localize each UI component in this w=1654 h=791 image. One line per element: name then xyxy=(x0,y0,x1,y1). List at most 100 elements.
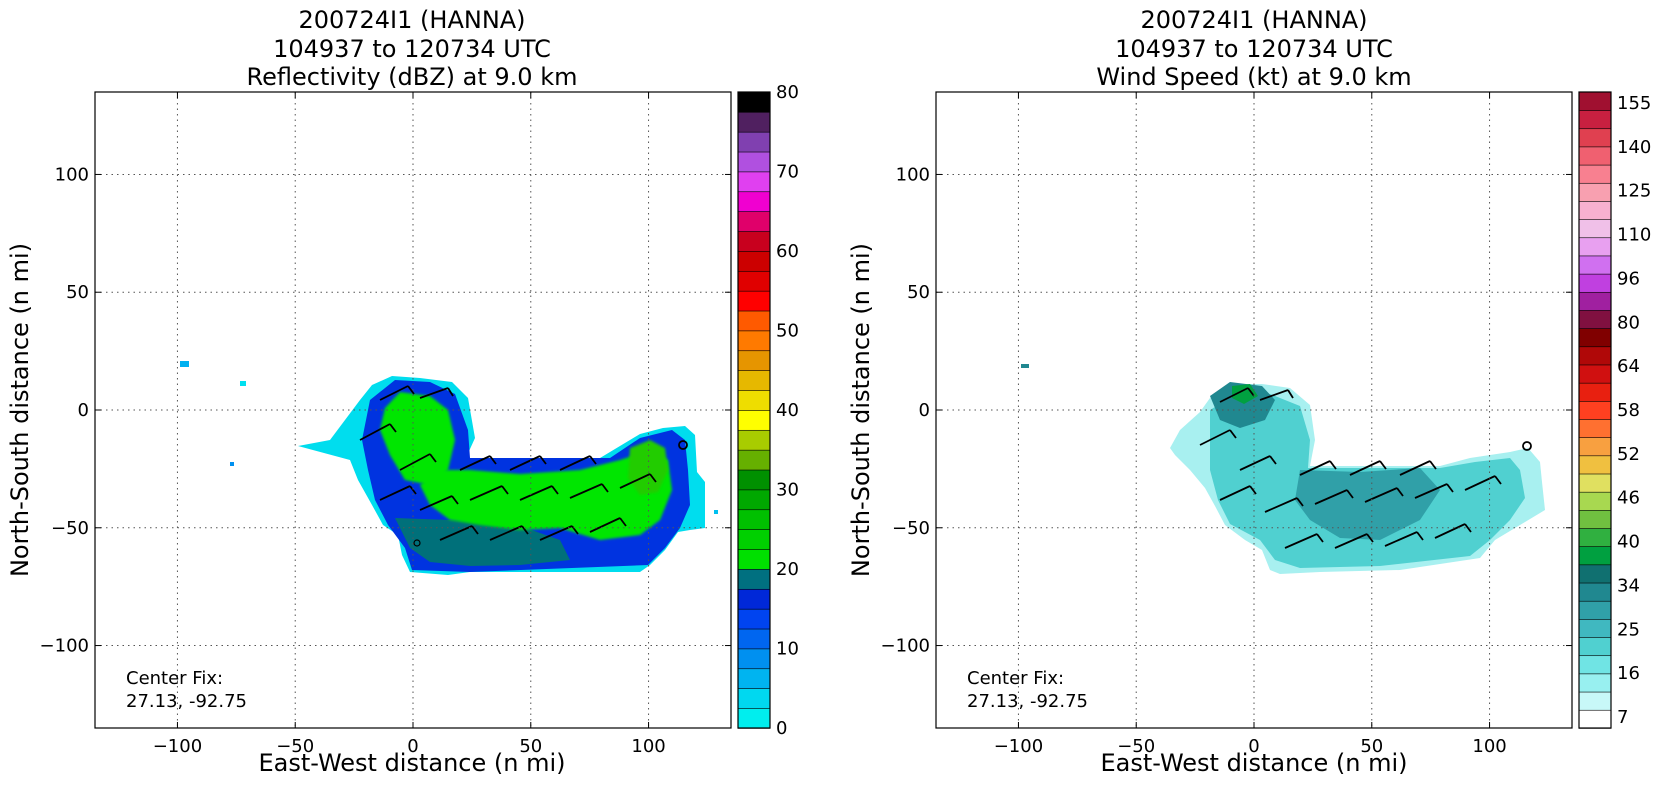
wind-speed-colorbar-swatch xyxy=(1578,400,1612,420)
reflectivity-colorbar-swatch xyxy=(737,369,771,391)
wind-speed-colorbar-swatch xyxy=(1578,382,1612,402)
reflectivity-colorbar-swatch xyxy=(737,409,771,431)
reflectivity-barb xyxy=(379,385,415,401)
reflectivity-colorbar-frame xyxy=(737,91,771,729)
wind-speed-colorbar-label: 7 xyxy=(1617,707,1628,728)
reflectivity-colorbar: 80 70 60 50 40 30 20 10 0 xyxy=(737,82,799,739)
reflectivity-colorbar-swatch xyxy=(737,151,771,173)
reflectivity-colorbar-swatch xyxy=(737,131,771,153)
wind-speed-colorbar-swatch xyxy=(1578,273,1612,293)
reflectivity-colorbar-swatch xyxy=(737,230,771,252)
reflectivity-barb xyxy=(399,453,437,471)
wind-speed-echo-teal-2 xyxy=(1295,468,1440,540)
wind-speed-colorbar-swatch xyxy=(1578,182,1612,202)
wind-speed-barb xyxy=(1259,389,1294,401)
reflectivity-center-fix-value: 27.13, -92.75 xyxy=(126,691,247,712)
wind-speed-axes: −100 −50 0 50 100 −100 −50 0 50 100 xyxy=(881,91,1573,757)
reflectivity-colorbar-swatch xyxy=(737,528,771,550)
reflectivity-x-tick-label: 50 xyxy=(519,736,542,757)
reflectivity-colorbar-swatch xyxy=(737,509,771,530)
wind-speed-y-axis-label: North-South distance (n mi) xyxy=(847,243,875,577)
reflectivity-colorbar-swatch xyxy=(737,250,771,272)
wind-speed-barb xyxy=(1219,387,1255,403)
wind-speed-colorbar-swatch xyxy=(1578,218,1612,239)
wind-speed-echo-teal xyxy=(1210,382,1275,428)
wind-speed-colorbar-label: 110 xyxy=(1617,225,1651,246)
reflectivity-barb xyxy=(619,473,657,489)
wind-speed-colorbar-swatch xyxy=(1578,564,1612,584)
reflectivity-colorbar-swatch xyxy=(737,548,771,570)
reflectivity-colorbar-label: 10 xyxy=(776,639,799,660)
wind-speed-x-tick-label: 50 xyxy=(1360,736,1383,757)
wind-speed-field xyxy=(1021,364,1545,574)
reflectivity-field xyxy=(180,361,718,575)
reflectivity-colorbar-swatch xyxy=(737,429,771,451)
wind-speed-barb xyxy=(1314,489,1354,505)
wind-speed-colorbar-label: 16 xyxy=(1617,663,1640,684)
wind-speed-barb xyxy=(1364,487,1404,503)
reflectivity-title-line1: 200724I1 (HANNA) xyxy=(298,6,525,34)
reflectivity-colorbar-swatch xyxy=(737,608,771,630)
wind-speed-colorbar-label: 25 xyxy=(1617,619,1640,640)
wind-speed-y-tick-label: 50 xyxy=(907,282,930,303)
wind-speed-marker xyxy=(1522,441,1532,451)
wind-speed-barb xyxy=(1399,460,1437,476)
reflectivity-x-axis-label: East-West distance (n mi) xyxy=(258,749,565,777)
wind-speed-colorbar-swatch xyxy=(1578,636,1612,657)
reflectivity-colorbar-swatch xyxy=(737,449,771,471)
reflectivity-colorbar-label: 40 xyxy=(776,400,799,421)
reflectivity-x-tick-label: 100 xyxy=(631,736,665,757)
reflectivity-barb xyxy=(589,517,627,533)
reflectivity-colorbar-label: 80 xyxy=(776,82,799,103)
wind-speed-colorbar-swatch xyxy=(1578,327,1612,348)
reflectivity-axes: −100 −50 0 50 100 −100 −50 0 50 100 xyxy=(40,91,732,757)
reflectivity-colorbar-label: 50 xyxy=(776,321,799,342)
wind-speed-colorbar-swatch xyxy=(1578,291,1612,311)
wind-speed-colorbar-label: 96 xyxy=(1617,268,1640,289)
wind-speed-title-line3: Wind Speed (kt) at 9.0 km xyxy=(1096,63,1411,91)
wind-speed-barb xyxy=(1264,497,1304,513)
wind-speed-colorbar-label: 64 xyxy=(1617,356,1640,377)
wind-speed-colorbar-swatch xyxy=(1578,128,1612,148)
reflectivity-colorbar-label: 30 xyxy=(776,480,799,501)
reflectivity-echo-teal xyxy=(395,518,570,566)
wind-speed-colorbar-swatch xyxy=(1578,146,1612,166)
wind-speed-x-axis-label: East-West distance (n mi) xyxy=(1100,749,1407,777)
reflectivity-title-line2: 104937 to 120734 UTC xyxy=(273,35,551,63)
wind-speed-echo-green xyxy=(1232,384,1258,404)
wind-speed-barb xyxy=(1219,485,1257,501)
reflectivity-colorbar-swatch xyxy=(737,668,771,689)
reflectivity-colorbar-swatch xyxy=(737,350,771,371)
wind-speed-colorbar-swatch xyxy=(1578,237,1612,257)
reflectivity-marker xyxy=(678,440,688,450)
wind-speed-colorbar-swatch xyxy=(1578,545,1612,566)
reflectivity-barb xyxy=(519,485,559,501)
reflectivity-colorbar-swatch xyxy=(737,648,771,670)
wind-speed-colorbar-swatch xyxy=(1578,673,1612,693)
wind-speed-center-fix-label: Center Fix: xyxy=(967,668,1064,689)
wind-speed-colorbar-swatch xyxy=(1578,509,1612,529)
reflectivity-echo-green-east xyxy=(628,440,668,495)
reflectivity-x-tick-label: −100 xyxy=(153,736,202,757)
reflectivity-colorbar-swatch xyxy=(737,210,771,232)
wind-speed-colorbar-swatch xyxy=(1578,473,1612,493)
wind-speed-colorbar-swatch xyxy=(1578,709,1612,729)
reflectivity-x-tick-label: 0 xyxy=(407,736,418,757)
reflectivity-y-tick-label: 50 xyxy=(66,282,89,303)
reflectivity-colorbar-label: 20 xyxy=(776,559,799,580)
wind-speed-colorbar-swatch xyxy=(1578,109,1612,130)
reflectivity-y-tick-label: −50 xyxy=(51,518,89,539)
wind-speed-y-tick-label: −50 xyxy=(892,518,930,539)
wind-speed-panel: 200724I1 (HANNA) 104937 to 120734 UTC Wi… xyxy=(847,6,1651,777)
reflectivity-barb xyxy=(559,455,597,471)
reflectivity-colorbar-swatch xyxy=(737,330,771,352)
wind-speed-colorbar-swatch xyxy=(1578,691,1612,711)
reflectivity-y-tick-label: −100 xyxy=(40,636,89,657)
reflectivity-colorbar-swatch xyxy=(737,191,771,212)
wind-speed-y-tick-label: −100 xyxy=(881,636,930,657)
wind-speed-colorbar-frame xyxy=(1578,91,1612,729)
wind-speed-wind-barbs xyxy=(1199,387,1502,549)
reflectivity-echo-speck-4 xyxy=(714,510,718,514)
wind-speed-barb xyxy=(1299,460,1337,476)
wind-speed-colorbar-label: 46 xyxy=(1617,488,1640,509)
